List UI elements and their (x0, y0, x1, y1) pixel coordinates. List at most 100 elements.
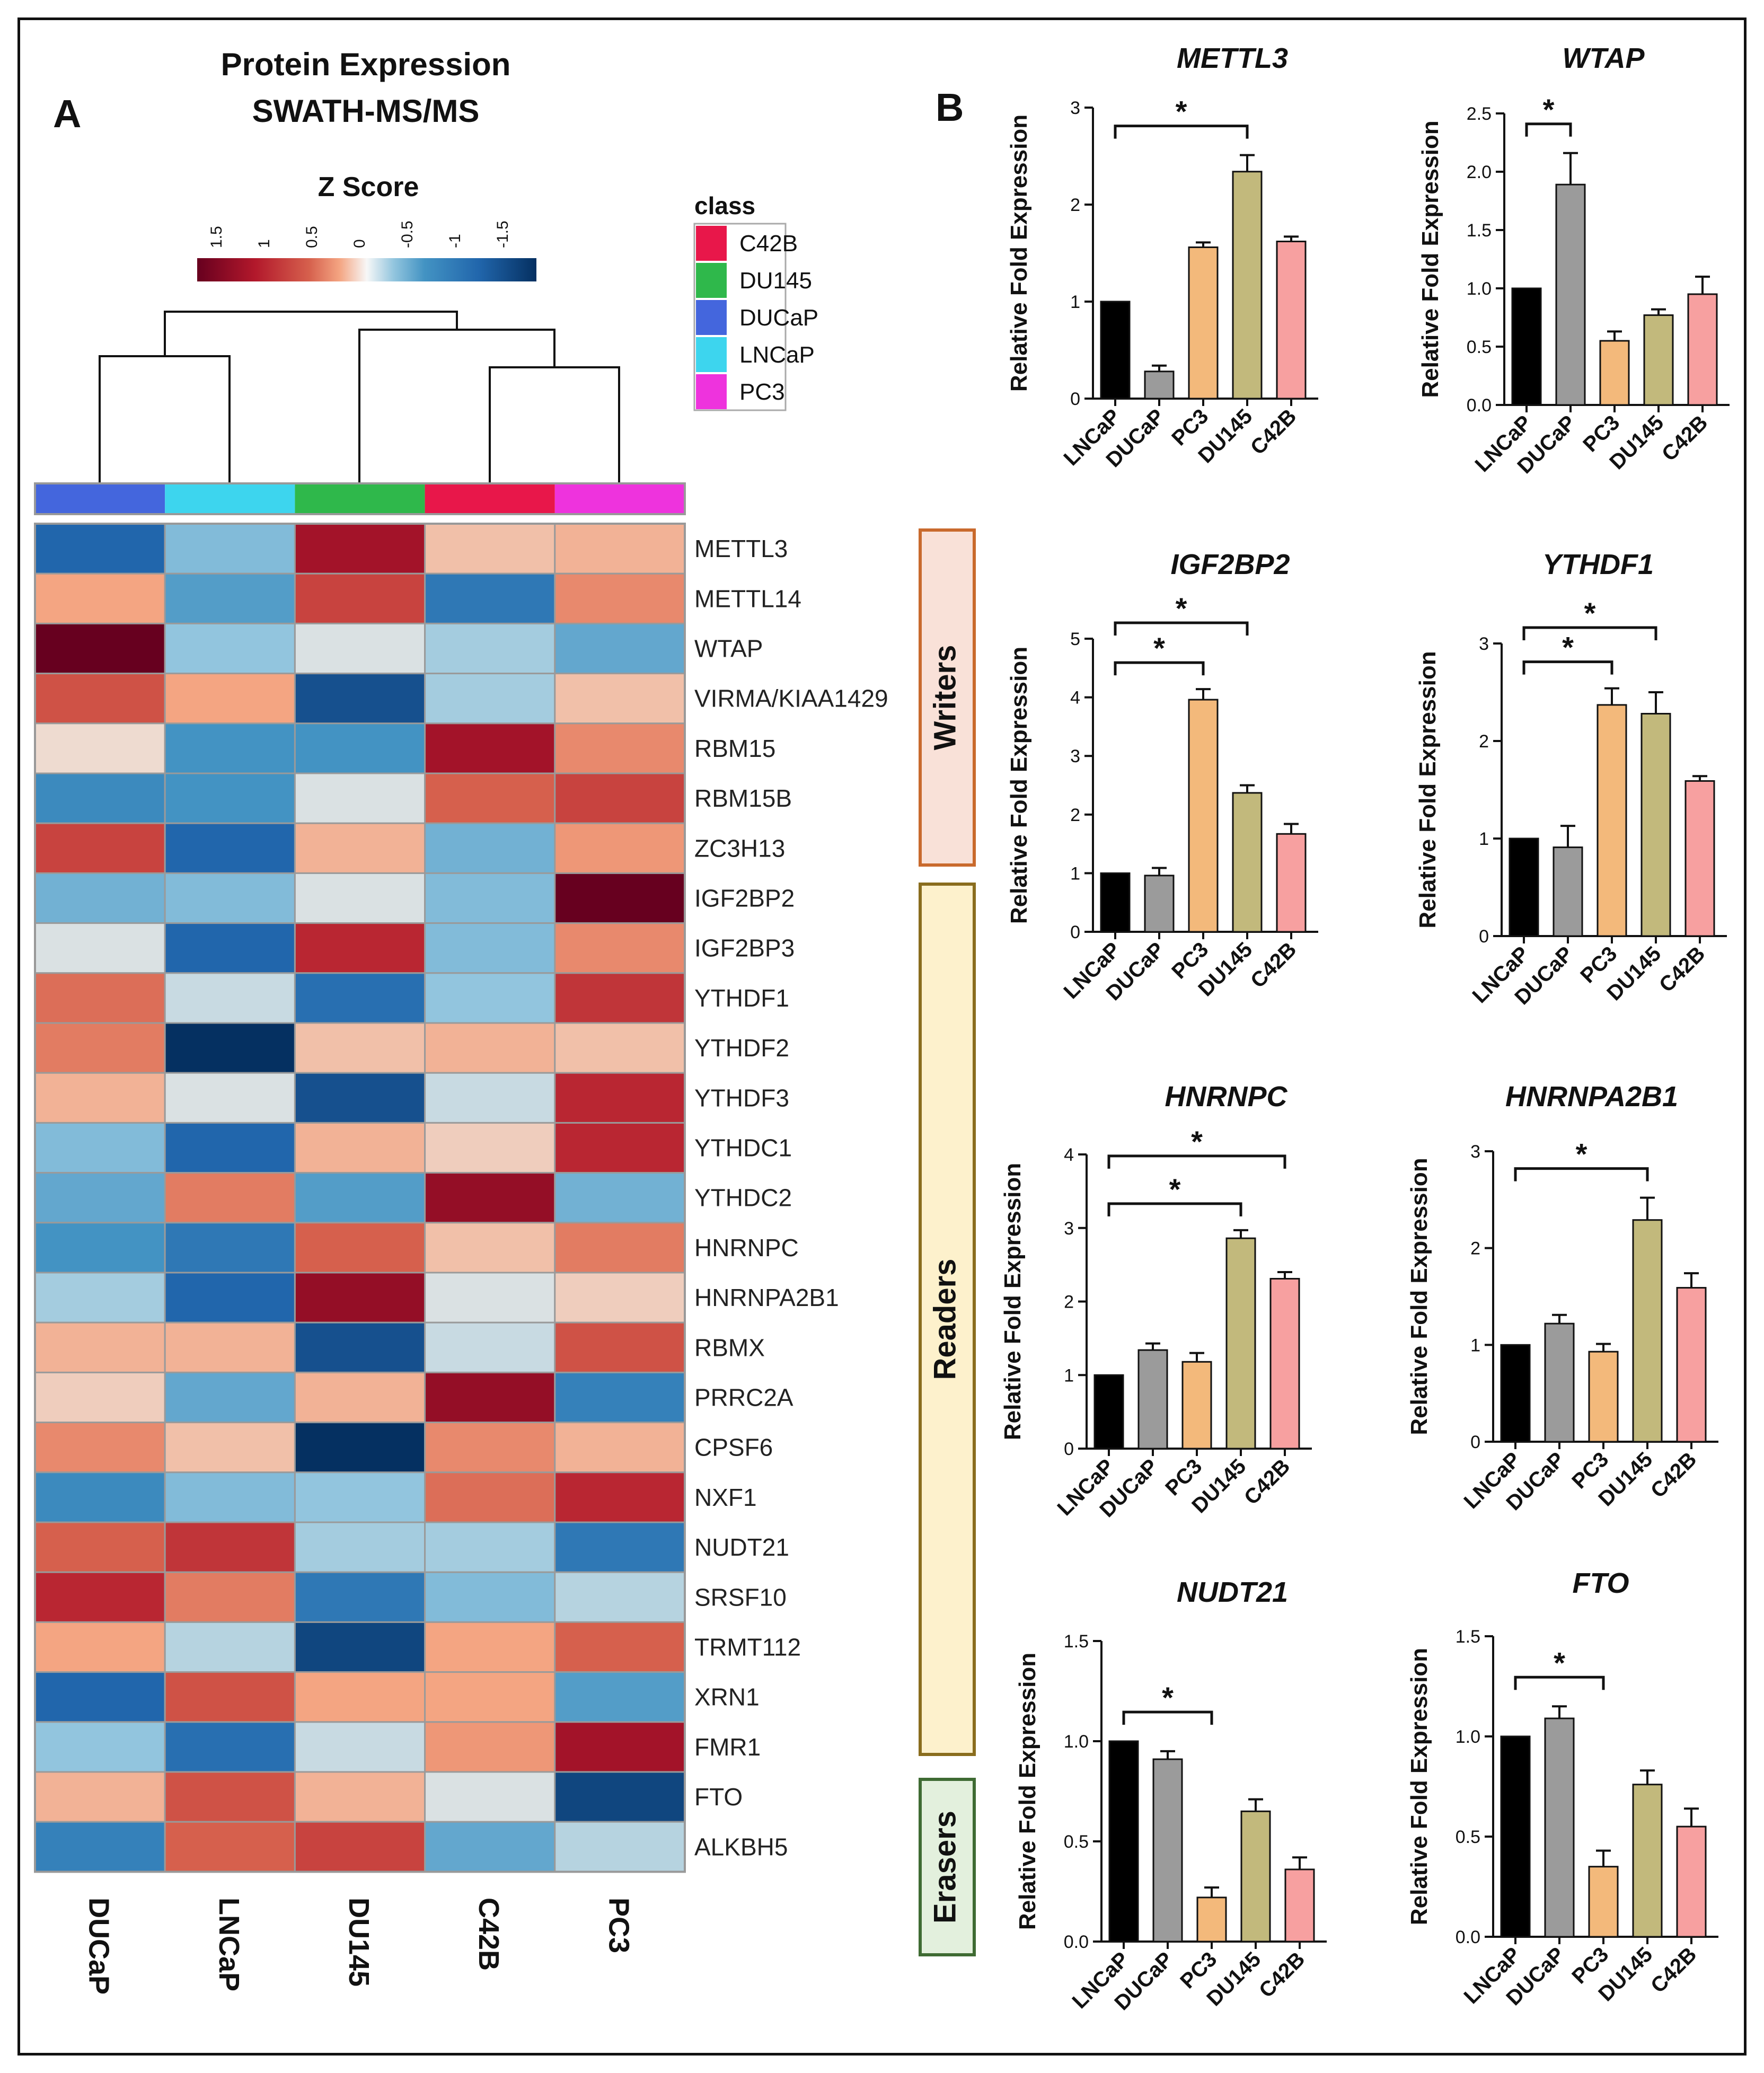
y-axis-label: Relative Fold Expression (1406, 1648, 1432, 1925)
heatmap-cell-prrc2a-pc3 (554, 1371, 686, 1424)
figure-frame (17, 17, 1747, 2056)
bar-chart-title: IGF2BP2 (1170, 549, 1290, 580)
row-label-srsf10: SRSF10 (694, 1583, 787, 1611)
y-tick-label: 0.5 (1467, 337, 1492, 357)
heatmap-cell-alkbh5-lncap (164, 1821, 296, 1873)
heatmap-cell-ythdf3-pc3 (554, 1072, 686, 1124)
bar-lncap (1100, 301, 1131, 400)
heatmap-cell-ythdf3-du145 (294, 1072, 426, 1124)
group-box-readers (919, 883, 976, 1756)
heatmap-cell-prrc2a-c42b (424, 1371, 556, 1424)
heatmap-cell-ythdc2-pc3 (554, 1172, 686, 1224)
y-tick-label: 1 (1070, 292, 1080, 312)
heatmap-cell-nudt21-c42b (424, 1521, 556, 1573)
bar-c42b (1276, 833, 1307, 933)
bar-lncap (1100, 872, 1131, 933)
y-axis-label: Relative Fold Expression (1015, 1653, 1040, 1930)
heatmap-cell-rbm15-pc3 (554, 722, 686, 774)
heatmap-cell-igf2bp3-lncap (164, 922, 296, 974)
y-tick-label: 1.0 (1467, 279, 1492, 299)
heatmap-cell-nudt21-ducap (34, 1521, 166, 1573)
heatmap-column-labels: DUCaP LNCaP DU145 C42B PC3 (83, 1898, 635, 1995)
bar-chart-title: FTO (1573, 1567, 1629, 1599)
dendro-branch-du145 (358, 329, 555, 483)
heatmap-cell-igf2bp3-c42b (424, 922, 556, 974)
col-label-lncap: LNCaP (213, 1898, 245, 1991)
col-label-c42b: C42B (473, 1898, 505, 1971)
y-axis-label: Relative Fold Expression (1417, 120, 1443, 398)
heatmap-cell-mettl3-c42b (424, 523, 556, 575)
heatmap-cell-virma-kiaa1429-lncap (164, 673, 296, 725)
heatmap-cell-igf2bp3-pc3 (554, 922, 686, 974)
heatmap-cell-fto-ducap (34, 1771, 166, 1823)
bar-chart-wtap: WTAP Relative Fold Expression 0.0 0.5 1.0 1.5… (1417, 42, 1730, 478)
dendro-root (164, 311, 458, 356)
row-label-fmr1: FMR1 (694, 1733, 761, 1761)
class-label-ducap: DUCaP (739, 305, 818, 331)
significance-bracket (1514, 1675, 1605, 1690)
y-tick-label: 0 (1070, 389, 1080, 409)
bar-du145 (1640, 712, 1671, 937)
zscore-tick-5: -1 (446, 234, 464, 248)
y-tick-label: 0 (1479, 927, 1489, 947)
heatmap-cell-igf2bp3-ducap (34, 922, 166, 974)
y-tick-label: 0 (1470, 1432, 1480, 1452)
significance-bracket (1522, 660, 1613, 675)
heatmap-cell-rbm15b-du145 (294, 772, 426, 824)
y-tick-label: 2 (1479, 731, 1489, 752)
heatmap-cell-mettl3-lncap (164, 523, 296, 575)
heatmap-cell-mettl3-ducap (34, 523, 166, 575)
bar-lncap (1093, 1374, 1124, 1450)
bar-lncap (1108, 1740, 1139, 1943)
y-tick-label: 3 (1470, 1142, 1480, 1162)
bar-du145 (1632, 1219, 1663, 1443)
heatmap-cell-ythdf2-c42b (424, 1022, 556, 1074)
heatmap-cell-ythdf3-c42b (424, 1072, 556, 1124)
class-label-lncap: LNCaP (739, 342, 815, 368)
bar-du145 (1240, 1810, 1271, 1943)
heatmap-cell-rbm15-c42b (424, 722, 556, 774)
row-label-mettl3: METTL3 (694, 535, 788, 562)
y-tick-label: 2.5 (1467, 104, 1492, 124)
x-tick-label-c42b: C42B (1255, 1947, 1309, 2002)
heatmap-cell-hnrnpc-lncap (164, 1222, 296, 1274)
heatmap-cell-cpsf6-du145 (294, 1422, 426, 1474)
heatmap-cell-zc3h13-lncap (164, 822, 296, 874)
significance-bracket (1114, 661, 1205, 676)
zscore-tick-3: 0 (351, 239, 368, 248)
bar-ducap (1553, 846, 1583, 937)
heatmap-border (34, 523, 686, 1873)
column-dendrogram (99, 311, 620, 483)
bar-ducap (1544, 1322, 1575, 1443)
row-label-cpsf6: CPSF6 (694, 1434, 773, 1461)
heatmap-cell-fto-du145 (294, 1771, 426, 1823)
bar-ducap (1544, 1717, 1575, 1938)
protein-group-boxes: Writers Readers Erasers (919, 528, 976, 1956)
heatmap-cell-trmt112-du145 (294, 1621, 426, 1673)
heatmap-cell-mettl14-lncap (164, 572, 296, 624)
heatmap-cell-nxf1-pc3 (554, 1471, 686, 1523)
heatmap-cell-trmt112-lncap (164, 1621, 296, 1673)
heatmap-cell-ythdc1-du145 (294, 1122, 426, 1174)
heatmap-cell-nxf1-c42b (424, 1471, 556, 1523)
y-tick-label: 0.5 (1456, 1827, 1480, 1847)
y-tick-label: 3 (1070, 746, 1080, 766)
bar-pc3 (1188, 246, 1219, 400)
class-label-du145: DU145 (739, 268, 812, 294)
heatmap-cell-ythdc1-ducap (34, 1122, 166, 1174)
heatmap-cell-zc3h13-c42b (424, 822, 556, 874)
y-tick-label: 2 (1070, 195, 1080, 215)
heatmap-cell-hnrnpc-du145 (294, 1222, 426, 1274)
bar-pc3 (1588, 1351, 1619, 1443)
class-swatch-lncap (696, 337, 727, 372)
significance-bracket (1107, 1202, 1242, 1216)
bar-c42b (1687, 293, 1718, 406)
significance-mark: * (1554, 1646, 1565, 1679)
bar-lncap (1509, 837, 1539, 937)
heatmap-cell-fto-lncap (164, 1771, 296, 1823)
heatmap-cell-cpsf6-c42b (424, 1422, 556, 1474)
heatmap-cell-ythdf2-lncap (164, 1022, 296, 1074)
significance-bracket (1525, 122, 1572, 137)
bar-lncap (1500, 1344, 1531, 1443)
heatmap-cell-hnrnpa2b1-c42b (424, 1272, 556, 1324)
